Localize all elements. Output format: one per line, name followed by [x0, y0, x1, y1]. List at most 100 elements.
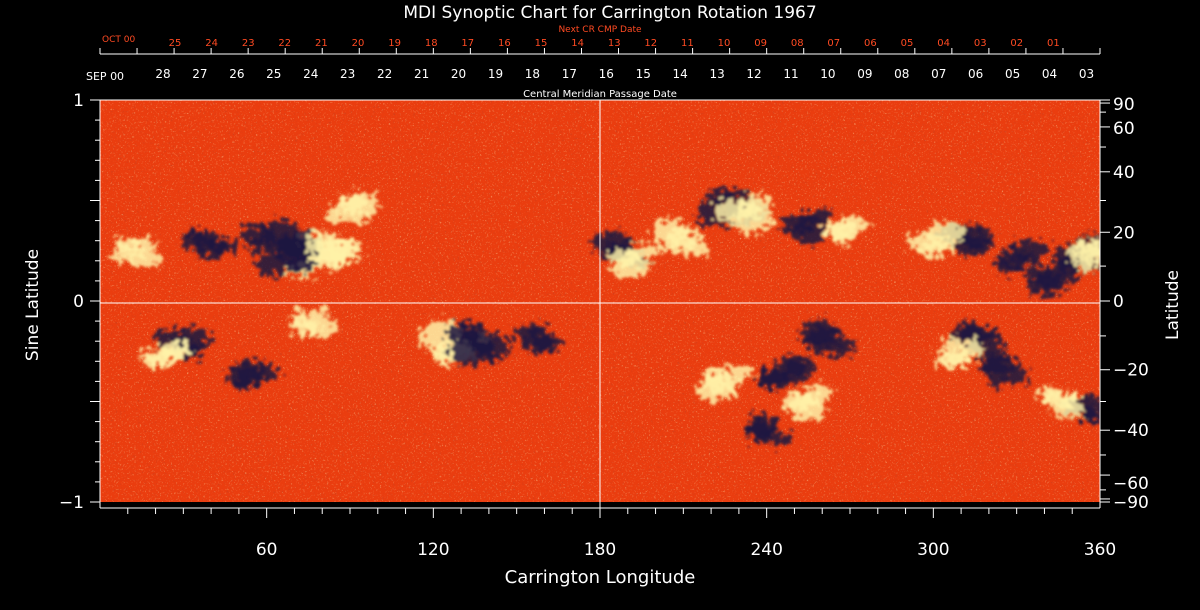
- next-cr-day-label: 25: [169, 38, 182, 49]
- positive-polarity-region: [135, 238, 155, 251]
- next-cr-day-label: 04: [937, 38, 950, 49]
- next-cr-day-label: 10: [718, 38, 731, 49]
- next-cr-day-label: 19: [388, 38, 401, 49]
- cmp-day-label: 22: [377, 67, 392, 81]
- cmp-day-labels: 28 27 26 25 24 23 22 21 20 19 18 17 16 15 14 13 12 11 10 09…: [155, 67, 1094, 81]
- negative-polarity-region: [225, 366, 263, 389]
- cmp-day-label: 25: [266, 67, 281, 81]
- x-axis-title: Carrington Longitude: [505, 567, 696, 588]
- negative-polarity-region: [789, 221, 827, 244]
- positive-polarity-region: [695, 378, 736, 402]
- right-axis-ticks: 90 60 40 20 0 −20 −40 −60−90: [1100, 95, 1149, 513]
- next-cr-day-label: 11: [681, 38, 694, 49]
- cmp-day-label: 19: [488, 67, 503, 81]
- cmp-day-label: 14: [673, 67, 688, 81]
- positive-polarity-region: [310, 307, 330, 320]
- negative-polarity-region: [1027, 272, 1067, 296]
- negative-polarity-region: [773, 355, 817, 381]
- positive-polarity-region: [789, 398, 827, 421]
- cmp-day-label: 20: [451, 67, 466, 81]
- next-cr-day-label: 09: [754, 38, 767, 49]
- positive-polarity-region: [651, 220, 691, 244]
- next-cr-start-label: OCT 00: [102, 35, 135, 45]
- cmp-day-label: 13: [709, 67, 724, 81]
- chart-title: MDI Synoptic Chart for Carrington Rotati…: [403, 3, 816, 23]
- x-tick-label: 180: [584, 540, 616, 560]
- next-cr-day-labels: 25 24 23 22 21 20 19 18 17 16 15 14 13 12 11 10 09 08 07 06…: [169, 38, 1060, 49]
- positive-polarity-region: [314, 239, 358, 265]
- positive-polarity-region: [302, 317, 337, 338]
- next-cr-day-label: 13: [608, 38, 621, 49]
- next-cr-day-label: 06: [864, 38, 877, 49]
- cmp-day-label: 18: [525, 67, 540, 81]
- next-cr-ticks: [99, 48, 1101, 54]
- positive-polarity-region: [730, 208, 773, 234]
- positive-polarity-region: [140, 348, 175, 369]
- cmp-day-label: 04: [1042, 67, 1057, 81]
- negative-polarity-region: [745, 414, 780, 435]
- negative-polarity-region: [987, 373, 1008, 386]
- cmp-day-label: 17: [562, 67, 577, 81]
- next-cr-day-label: 20: [352, 38, 365, 49]
- negative-polarity-region: [269, 242, 292, 257]
- positive-polarity-region: [806, 385, 833, 402]
- active-regions: [112, 186, 1100, 447]
- next-cr-day-label: 15: [535, 38, 548, 49]
- right-tick-label: −20: [1113, 361, 1149, 381]
- right-tick-label: 20: [1113, 223, 1135, 243]
- next-cr-day-label: 03: [974, 38, 987, 49]
- next-cr-day-label: 05: [901, 38, 914, 49]
- cmp-day-label: 12: [746, 67, 761, 81]
- left-axis-ticks: 1 0 −1: [59, 91, 100, 513]
- positive-polarity-region: [128, 248, 163, 269]
- cmp-day-label: 28: [155, 67, 170, 81]
- next-cr-day-label: 12: [644, 38, 657, 49]
- right-tick-label: −60: [1113, 474, 1149, 494]
- cmp-day-label: 23: [340, 67, 355, 81]
- negative-polarity-region: [260, 221, 301, 245]
- negative-polarity-region: [806, 208, 833, 225]
- cmp-day-label: 05: [1005, 67, 1020, 81]
- right-axis-title: Latitude: [1163, 270, 1183, 340]
- next-cr-day-label: 21: [315, 38, 328, 49]
- left-axis-title: Sine Latitude: [23, 249, 43, 361]
- x-tick-label: 300: [917, 540, 949, 560]
- next-cr-day-label: 16: [498, 38, 511, 49]
- negative-polarity-region: [953, 233, 994, 257]
- next-cr-day-label: 24: [205, 38, 218, 49]
- cmp-day-label: 16: [599, 67, 614, 81]
- left-tick-label: 1: [73, 91, 84, 111]
- cmp-day-label: 21: [414, 67, 429, 81]
- next-cr-day-label: 01: [1047, 38, 1060, 49]
- right-tick-label: 90: [1113, 95, 1135, 115]
- next-cr-day-label: 07: [827, 38, 840, 49]
- cmp-day-label: 24: [303, 67, 318, 81]
- negative-polarity-region: [181, 229, 219, 251]
- next-cr-day-label: 23: [242, 38, 255, 49]
- negative-polarity-region: [766, 431, 791, 447]
- cmp-axis-label: Central Meridian Passage Date: [523, 89, 677, 100]
- left-tick-label: 0: [73, 292, 84, 312]
- positive-polarity-region: [341, 192, 379, 214]
- left-tick-label: −1: [59, 493, 84, 513]
- negative-polarity-region: [979, 353, 1017, 376]
- cmp-day-label: 10: [820, 67, 835, 81]
- positive-polarity-region: [1066, 241, 1100, 264]
- positive-polarity-region: [926, 222, 964, 244]
- x-tick-label: 120: [417, 540, 449, 560]
- positive-polarity-region: [943, 337, 963, 350]
- negative-polarity-region: [447, 337, 496, 366]
- next-cr-axis-label: Next CR CMP Date: [558, 25, 642, 35]
- negative-polarity-region: [799, 320, 839, 345]
- right-tick-label: 0: [1113, 292, 1124, 312]
- next-cr-day-label: 22: [278, 38, 291, 49]
- right-tick-label: 60: [1113, 119, 1135, 139]
- positive-polarity-region: [350, 211, 371, 225]
- next-cr-day-label: 14: [571, 38, 584, 49]
- positive-polarity-region: [935, 347, 970, 368]
- positive-polarity-region: [611, 256, 648, 279]
- x-axis-ticks: 60 120 180 240 300 360: [127, 508, 1116, 560]
- negative-polarity-region: [592, 230, 632, 255]
- cmp-day-label: 15: [636, 67, 651, 81]
